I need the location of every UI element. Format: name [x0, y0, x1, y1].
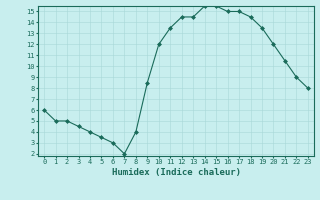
X-axis label: Humidex (Indice chaleur): Humidex (Indice chaleur) — [111, 168, 241, 177]
